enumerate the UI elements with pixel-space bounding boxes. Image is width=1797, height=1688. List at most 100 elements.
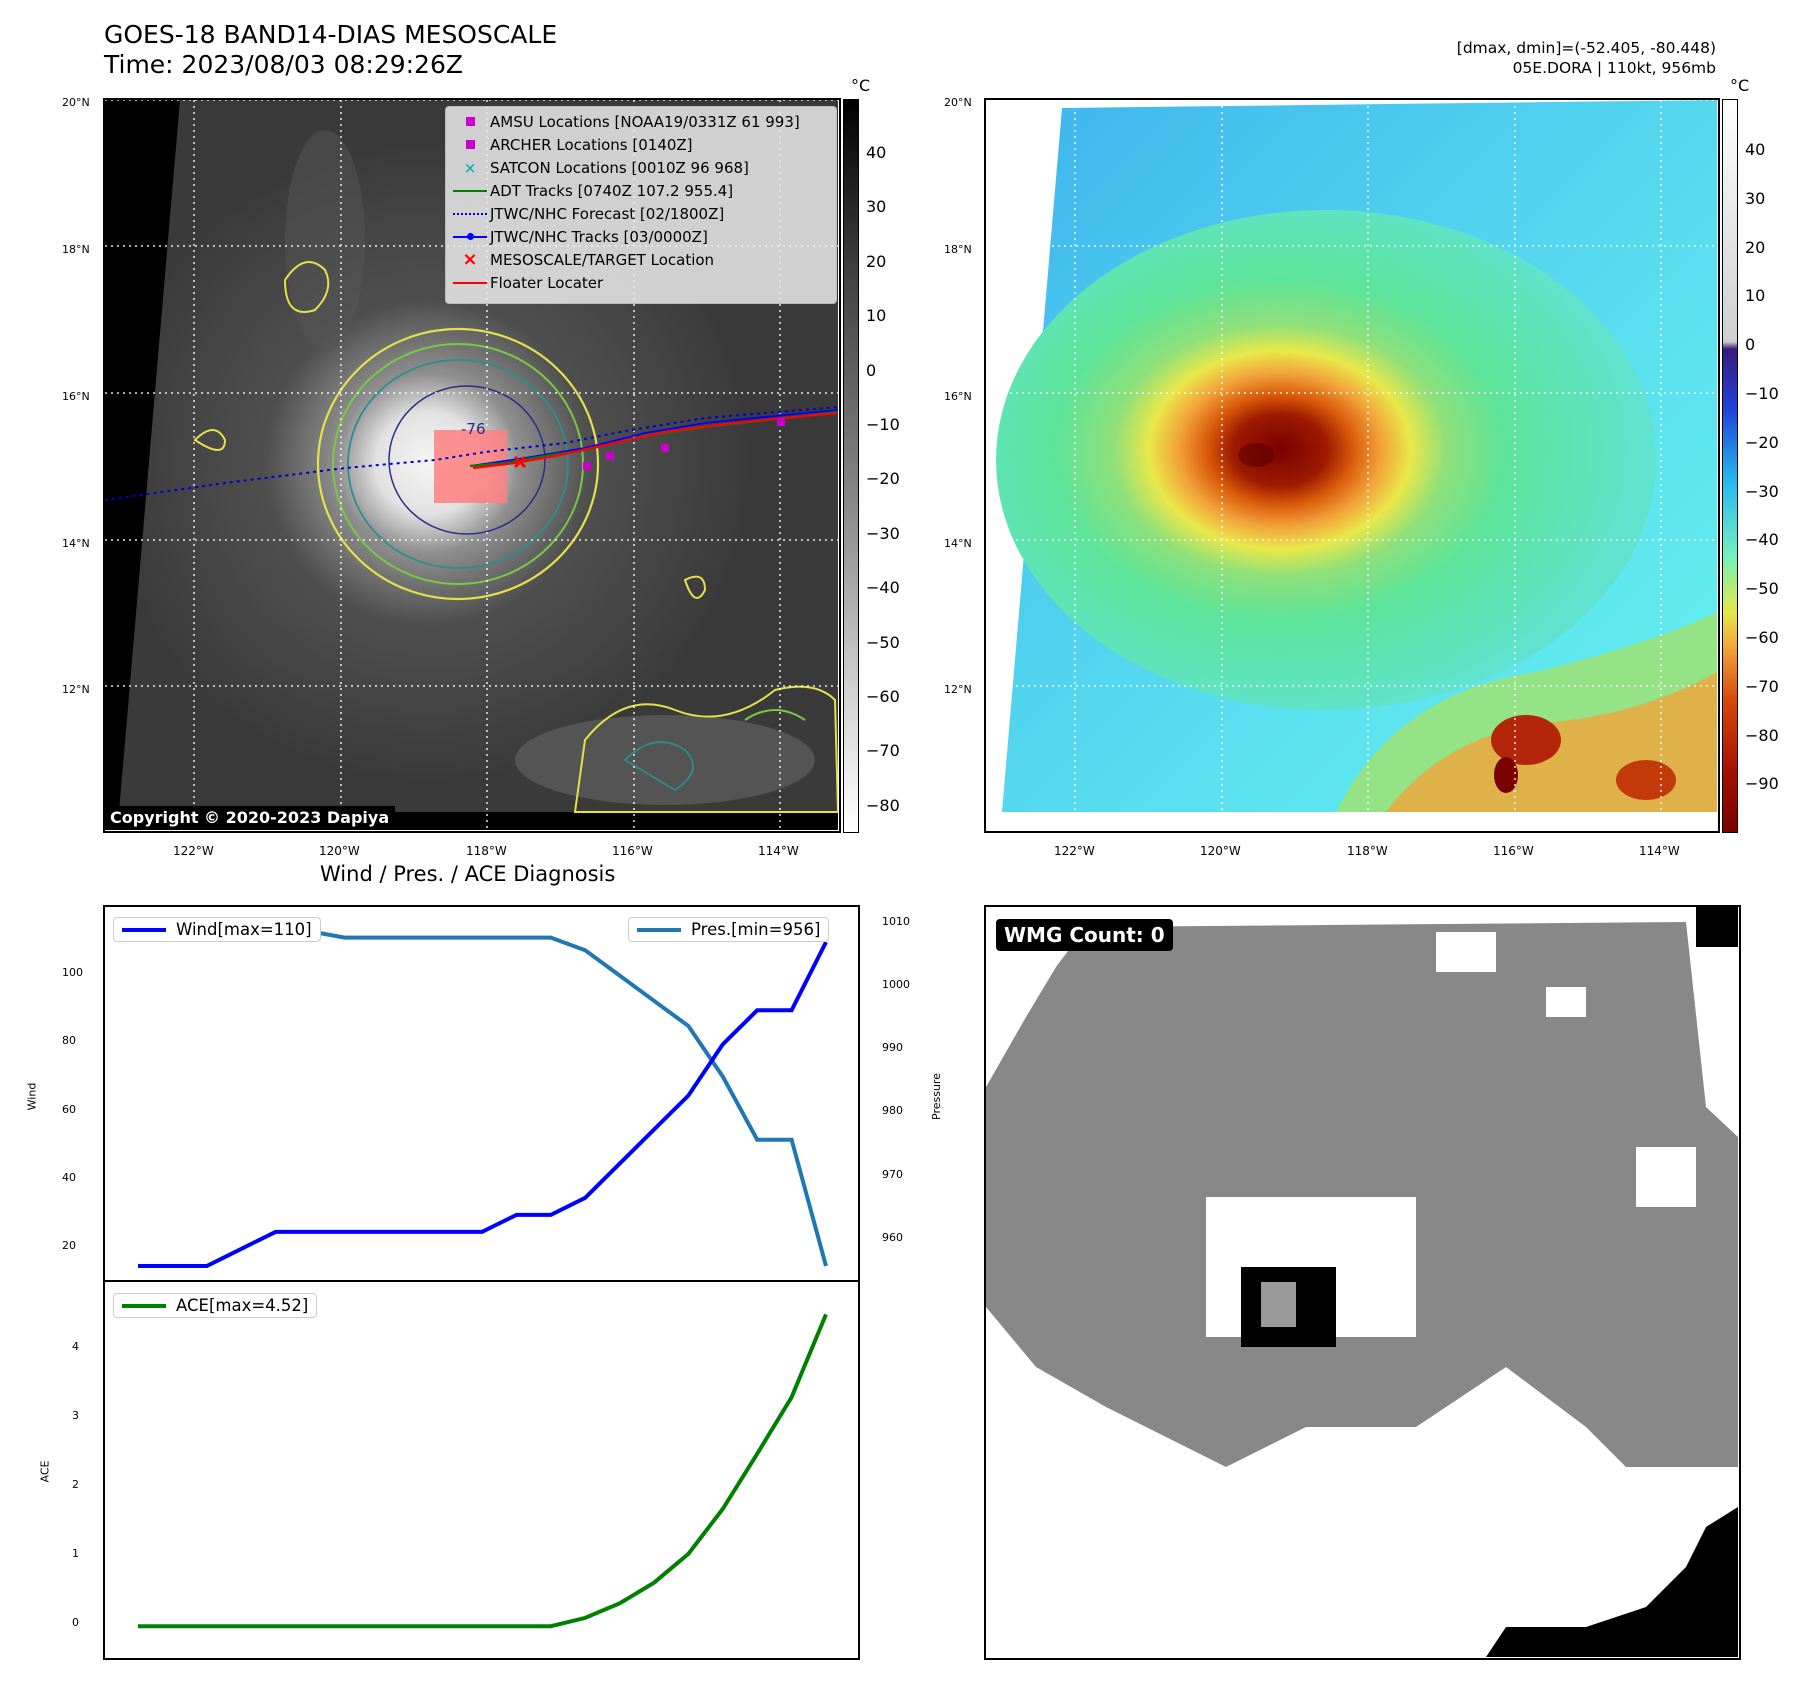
storm-name-intensity: 05E.DORA | 110kt, 956mb (1512, 59, 1716, 77)
lon-tick-label: 116°W (1493, 844, 1534, 858)
line-marker-icon (453, 189, 487, 192)
lon-tick-label: 114°W (1639, 844, 1680, 858)
left-colorbar-tick: 40 (866, 143, 887, 162)
left-colorbar-tick: 10 (866, 306, 887, 326)
wind-axis-label: Wind (25, 1082, 39, 1111)
title-product: GOES-18 BAND14-DIAS MESOSCALE (104, 20, 558, 49)
pressure-legend: Pres.[min=956] (628, 917, 830, 942)
legend-item-target: × MESOSCALE/TARGET Location (450, 248, 832, 271)
left-colorbar-tick: −80 (866, 795, 900, 815)
right-colorbar-tick: 0 (1745, 335, 1756, 355)
lat-tick-label: 14°N (944, 537, 972, 550)
wind-pressure-plot (138, 923, 828, 1268)
pressure-tick-label: 1010 (882, 915, 910, 928)
steel-blue-line-icon (637, 927, 681, 932)
wmg-panel (984, 905, 1741, 1660)
legend-item-forecast: JTWC/NHC Forecast [02/1800Z] (450, 202, 832, 225)
wind-pressure-panel (103, 905, 860, 1282)
left-colorbar-tick: 20 (866, 251, 887, 271)
lat-tick-label: 20°N (62, 96, 90, 109)
legend-item-archer: ARCHER Locations [0140Z] (450, 133, 832, 156)
ace-axis-label: ACE (38, 1460, 52, 1483)
diagnosis-title: Wind / Pres. / ACE Diagnosis (320, 862, 616, 886)
lon-tick-label: 116°W (612, 844, 653, 858)
left-colorbar-tick: −10 (866, 415, 900, 434)
left-colorbar-tick: −50 (866, 632, 900, 652)
lon-tick-label: 120°W (319, 844, 360, 858)
storm-summary: [dmax, dmin]=(-52.405, -80.448) 05E.DORA… (1457, 38, 1716, 78)
pressure-series-line (138, 923, 828, 1267)
ace-tick-label: 1 (72, 1547, 79, 1561)
red-line-icon (453, 281, 487, 284)
right-colorbar-tick: −10 (1745, 384, 1779, 403)
dotted-line-icon (453, 212, 487, 215)
left-colorbar-unit: °C (851, 76, 871, 95)
figure-title: GOES-18 BAND14-DIAS MESOSCALE Time: 2023… (104, 20, 557, 80)
right-colorbar-tick: −40 (1745, 530, 1779, 550)
left-colorbar-tick: −70 (866, 741, 900, 761)
ace-plot (138, 1313, 828, 1629)
lat-tick-label: 14°N (62, 537, 90, 550)
right-color-map (984, 98, 1720, 833)
lat-tick-label: 12°N (62, 683, 90, 696)
wmg-map (986, 907, 1738, 1657)
pressure-tick-label: 1000 (882, 978, 910, 992)
right-colorbar-tick: 20 (1745, 237, 1766, 257)
ace-tick-label: 3 (72, 1409, 79, 1423)
right-colorbar-tick: 40 (1745, 140, 1766, 159)
right-color-map-canvas (986, 100, 1717, 830)
wmg-count-badge: WMG Count: 0 (996, 919, 1173, 951)
wind-tick-label: 80 (62, 1034, 76, 1048)
amsu-archer-markers (583, 418, 785, 470)
wind-tick-label: 40 (62, 1170, 76, 1184)
left-colorbar-tick: −20 (866, 469, 900, 489)
lon-tick-label: 122°W (173, 844, 214, 858)
square-marker-icon (465, 117, 475, 126)
right-colorbar-unit: °C (1730, 76, 1750, 95)
ace-tick-label: 2 (72, 1478, 79, 1492)
right-colorbar-tick: −70 (1745, 676, 1779, 696)
right-colorbar-tick: −20 (1745, 432, 1779, 452)
right-colorbar-tick: −90 (1745, 774, 1779, 794)
lon-tick-label: 118°W (1347, 844, 1388, 858)
legend-item-amsu: AMSU Locations [NOAA19/0331Z 61 993] (450, 110, 832, 133)
lon-tick-label: 120°W (1200, 844, 1241, 858)
lon-tick-label: 118°W (466, 844, 507, 858)
wind-legend: Wind[max=110] (113, 917, 321, 942)
wind-tick-label: 20 (62, 1238, 76, 1252)
lat-tick-label: 18°N (944, 243, 972, 256)
pressure-tick-label: 980 (882, 1104, 903, 1118)
ace-tick-label: 0 (72, 1616, 79, 1630)
legend-item-adt: ADT Tracks [0740Z 107.2 955.4] (450, 179, 832, 202)
left-map-legend: AMSU Locations [NOAA19/0331Z 61 993] ARC… (445, 106, 837, 304)
blue-line-icon (122, 927, 166, 932)
left-colorbar-tick: 30 (866, 197, 887, 217)
lat-tick-label: 12°N (944, 683, 972, 696)
left-colorbar-tick: −40 (866, 578, 900, 598)
ace-legend: ACE[max=4.52] (113, 1293, 318, 1318)
right-colorbar-tick: −60 (1745, 628, 1779, 647)
square-marker-icon (465, 140, 475, 149)
x-marker-icon: × (463, 158, 477, 177)
green-line-icon (122, 1303, 166, 1308)
wind-series-line (138, 941, 828, 1268)
lon-tick-label: 114°W (758, 844, 799, 858)
lat-tick-label: 16°N (62, 390, 90, 403)
right-colorbar-tick: 10 (1745, 286, 1766, 306)
ace-panel (103, 1280, 860, 1660)
left-colorbar-tick: 0 (866, 360, 877, 380)
right-colorbar-tick: 30 (1745, 188, 1766, 208)
copyright-badge: Copyright © 2020-2023 Dapiya (104, 806, 396, 829)
forecast-track (105, 406, 839, 501)
wind-tick-label: 60 (62, 1102, 76, 1116)
pressure-tick-label: 970 (882, 1167, 903, 1181)
ace-series-line (138, 1313, 828, 1629)
target-marker (513, 455, 527, 469)
legend-item-satcon: × SATCON Locations [0010Z 96 968] (450, 156, 832, 179)
legend-item-floater: Floater Locater (450, 271, 832, 294)
lat-tick-label: 18°N (62, 243, 90, 256)
legend-item-jtwc: JTWC/NHC Tracks [03/0000Z] (450, 225, 832, 248)
right-colorbar-tick: −50 (1745, 579, 1779, 599)
lat-tick-label: 16°N (944, 390, 972, 403)
pressure-tick-label: 960 (882, 1230, 903, 1244)
